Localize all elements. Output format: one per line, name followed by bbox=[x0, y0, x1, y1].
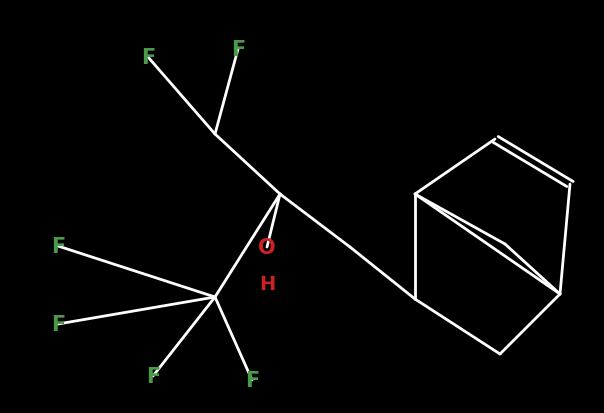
Text: H: H bbox=[259, 274, 275, 293]
Text: F: F bbox=[231, 40, 245, 60]
Text: F: F bbox=[146, 366, 160, 386]
Text: F: F bbox=[51, 236, 65, 256]
Text: F: F bbox=[245, 370, 259, 390]
Text: O: O bbox=[258, 237, 276, 257]
Text: F: F bbox=[51, 314, 65, 334]
Text: F: F bbox=[141, 48, 155, 68]
